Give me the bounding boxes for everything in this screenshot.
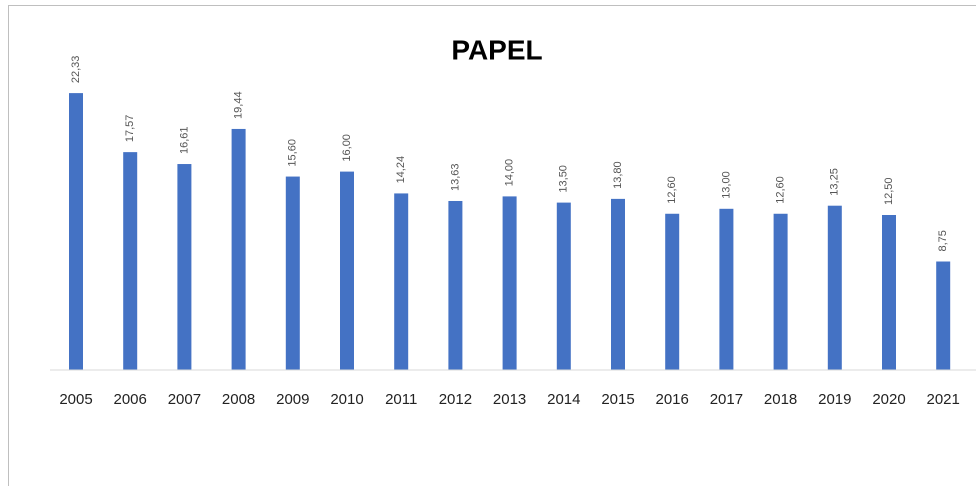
x-tick-label: 2014 bbox=[547, 391, 580, 408]
bar bbox=[882, 215, 896, 370]
x-tick-label: 2008 bbox=[222, 391, 255, 408]
bar bbox=[719, 208, 734, 370]
x-tick-label: 2010 bbox=[330, 391, 363, 408]
value-label: 12,60 bbox=[666, 176, 678, 204]
bar bbox=[285, 176, 300, 370]
x-tick-label: 2009 bbox=[276, 391, 309, 408]
bar bbox=[340, 171, 354, 370]
bar bbox=[123, 152, 138, 370]
value-label: 22,33 bbox=[70, 56, 82, 84]
bar bbox=[665, 213, 680, 370]
bar bbox=[502, 196, 517, 370]
value-label: 8,75 bbox=[937, 230, 949, 251]
x-tick-label: 2012 bbox=[439, 391, 472, 408]
x-tick-label: 2016 bbox=[656, 391, 689, 408]
value-label: 13,25 bbox=[829, 168, 841, 196]
bar bbox=[448, 200, 463, 370]
value-label: 14,24 bbox=[395, 156, 407, 184]
value-label: 13,00 bbox=[720, 171, 732, 199]
x-tick-label: 2011 bbox=[385, 391, 417, 408]
x-tick-label: 2007 bbox=[168, 391, 201, 408]
bar bbox=[231, 128, 246, 370]
value-label: 15,60 bbox=[287, 139, 299, 167]
value-label: 16,61 bbox=[178, 127, 190, 155]
x-tick-label: 2006 bbox=[114, 391, 147, 408]
bar bbox=[936, 261, 951, 370]
x-tick-label: 2021 bbox=[927, 391, 960, 408]
bar bbox=[773, 213, 788, 370]
value-label: 12,60 bbox=[775, 176, 787, 204]
chart-border bbox=[8, 5, 976, 486]
bar bbox=[827, 205, 842, 370]
value-label: 14,00 bbox=[504, 159, 516, 187]
value-label: 13,63 bbox=[449, 163, 461, 191]
x-tick-label: 2015 bbox=[601, 391, 634, 408]
x-tick-label: 2013 bbox=[493, 391, 526, 408]
x-tick-label: 2020 bbox=[872, 391, 905, 408]
x-tick-label: 2005 bbox=[59, 391, 92, 408]
value-label: 16,00 bbox=[341, 134, 353, 162]
bar bbox=[611, 198, 625, 370]
x-tick-label: 2019 bbox=[818, 391, 851, 408]
value-label: 19,44 bbox=[233, 91, 245, 119]
value-label: 13,50 bbox=[558, 165, 570, 193]
value-label: 17,57 bbox=[124, 115, 136, 143]
x-tick-label: 2018 bbox=[764, 391, 797, 408]
chart-title: PAPEL bbox=[451, 34, 542, 65]
x-tick-label: 2017 bbox=[710, 391, 743, 408]
bar bbox=[394, 193, 409, 370]
bar bbox=[69, 93, 83, 370]
value-label: 12,50 bbox=[883, 177, 895, 205]
value-label: 13,80 bbox=[612, 161, 624, 189]
bar bbox=[556, 202, 571, 370]
bar bbox=[177, 164, 192, 370]
